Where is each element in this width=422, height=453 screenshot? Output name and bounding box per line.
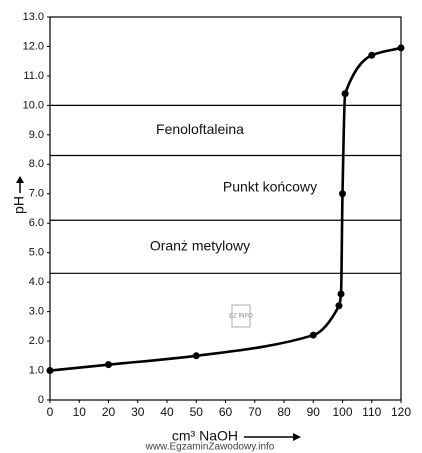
region-label: Fenoloftaleina (156, 121, 244, 137)
data-point (337, 290, 345, 298)
y-tick-label: 5.0 (29, 247, 44, 259)
data-point (335, 302, 343, 310)
y-tick-label: 7.0 (29, 188, 44, 200)
y-tick-label: 2.0 (29, 335, 44, 347)
y-tick-label: 1.0 (29, 364, 44, 376)
y-tick-label: 4.0 (29, 276, 44, 288)
x-tick-label: 60 (219, 405, 233, 419)
y-tick-label: 8.0 (29, 158, 44, 170)
y-tick-label: 9.0 (29, 129, 44, 141)
x-tick-label: 20 (102, 405, 116, 419)
x-tick-label: 90 (307, 405, 321, 419)
data-point (339, 190, 346, 198)
y-tick-label: 6.0 (29, 217, 44, 229)
data-point (192, 352, 200, 360)
data-point (341, 90, 349, 98)
x-tick-label: 10 (73, 405, 87, 419)
y-tick-label: 12.0 (23, 40, 44, 52)
data-point (368, 51, 376, 59)
x-tick-label: 110 (362, 405, 381, 419)
titration-curve (49, 46, 402, 372)
data-point (105, 361, 112, 369)
x-tick-label: 120 (391, 405, 411, 419)
x-tick-label: 80 (277, 405, 291, 419)
x-tick-label: 100 (332, 405, 352, 419)
region-label: Oranż metylowy (150, 238, 250, 254)
logo: EZ INFO (229, 314, 253, 320)
x-tick-label: 30 (131, 405, 145, 419)
data-point (309, 331, 317, 339)
x-tick-label: 50 (190, 405, 204, 419)
region-label: Punkt końcowy (223, 179, 317, 195)
data-point (397, 44, 405, 52)
y-tick-label: 11.0 (23, 70, 44, 82)
y-tick-label: 3.0 (29, 306, 44, 318)
data-point (46, 367, 54, 375)
x-axis-label: cm³ NaOH (172, 428, 238, 444)
logo-box (231, 304, 251, 328)
y-axis-label: pH (11, 196, 27, 214)
x-arrowhead (293, 433, 301, 441)
y-tick-label: 0 (38, 394, 44, 406)
y-arrowhead (16, 176, 24, 183)
x-tick-label: 0 (47, 405, 54, 419)
x-tick-label: 40 (160, 405, 174, 419)
plot-frame (49, 16, 402, 401)
y-tick-label: 10.0 (23, 99, 44, 111)
watermark: www.EgzaminZawodowy.info (145, 442, 275, 453)
y-tick-label: 13.0 (23, 11, 44, 23)
x-tick-label: 70 (248, 405, 262, 419)
